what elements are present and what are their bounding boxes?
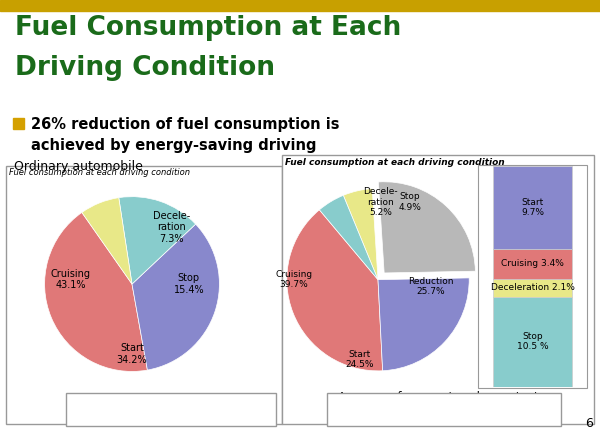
Bar <box>0 0 600 11</box>
Wedge shape <box>132 224 220 370</box>
Text: Fuel consumption at each driving condition: Fuel consumption at each driving conditi… <box>285 158 505 167</box>
Bar <box>478 165 587 388</box>
Text: Cruising
39.7%: Cruising 39.7% <box>275 270 312 289</box>
Wedge shape <box>287 210 383 371</box>
Text: Driving Condition: Driving Condition <box>15 55 275 80</box>
Text: Average of cars entered a contest: Average of cars entered a contest <box>338 391 538 404</box>
Text: Fuel consumption rate: 73.5cc/km (13.6km/l): Fuel consumption rate: 73.5cc/km (13.6km… <box>342 406 546 414</box>
Text: Decele-
ration
5.2%: Decele- ration 5.2% <box>363 187 398 217</box>
Wedge shape <box>82 198 132 284</box>
Wedge shape <box>343 189 378 280</box>
Text: Cruising 3.4%: Cruising 3.4% <box>501 260 564 268</box>
Text: Stop
4.9%: Stop 4.9% <box>398 192 421 212</box>
Text: Decele-
ration
7.3%: Decele- ration 7.3% <box>153 211 190 244</box>
Wedge shape <box>44 212 148 371</box>
Text: Start
24.5%: Start 24.5% <box>346 350 374 369</box>
Text: Stop
10.5 %: Stop 10.5 % <box>517 332 548 351</box>
Text: 6: 6 <box>585 417 593 430</box>
Bar <box>6 166 282 424</box>
Wedge shape <box>378 278 469 371</box>
Wedge shape <box>319 195 378 280</box>
Text: Fuel consumption rate: 98.9cc/km (10.1km/l): Fuel consumption rate: 98.9cc/km (10.1km… <box>69 406 273 414</box>
Text: achieved by energy-saving driving: achieved by energy-saving driving <box>31 138 317 153</box>
Bar <box>493 278 572 297</box>
Bar <box>13 118 24 129</box>
Text: Reduction
25.7%: Reduction 25.7% <box>407 277 453 296</box>
Text: Start
9.7%: Start 9.7% <box>521 198 544 218</box>
FancyBboxPatch shape <box>66 393 276 426</box>
Text: Start
34.2%: Start 34.2% <box>116 343 148 365</box>
Bar <box>493 250 572 278</box>
Bar <box>493 297 572 387</box>
Text: Deceleration 2.1%: Deceleration 2.1% <box>491 283 574 292</box>
Text: Stop
15.4%: Stop 15.4% <box>173 273 204 295</box>
Wedge shape <box>379 182 475 273</box>
Bar <box>493 166 572 250</box>
FancyBboxPatch shape <box>327 393 561 426</box>
Wedge shape <box>119 197 196 284</box>
Text: Ordinary automobile: Ordinary automobile <box>14 160 142 173</box>
Text: Cruising
43.1%: Cruising 43.1% <box>51 269 91 291</box>
Text: 26% reduction of fuel consumption is: 26% reduction of fuel consumption is <box>31 117 340 132</box>
Bar <box>282 155 594 424</box>
Text: Fuel Consumption at Each: Fuel Consumption at Each <box>15 15 401 41</box>
Text: Fuel consumption at each driving condition: Fuel consumption at each driving conditi… <box>9 168 190 177</box>
